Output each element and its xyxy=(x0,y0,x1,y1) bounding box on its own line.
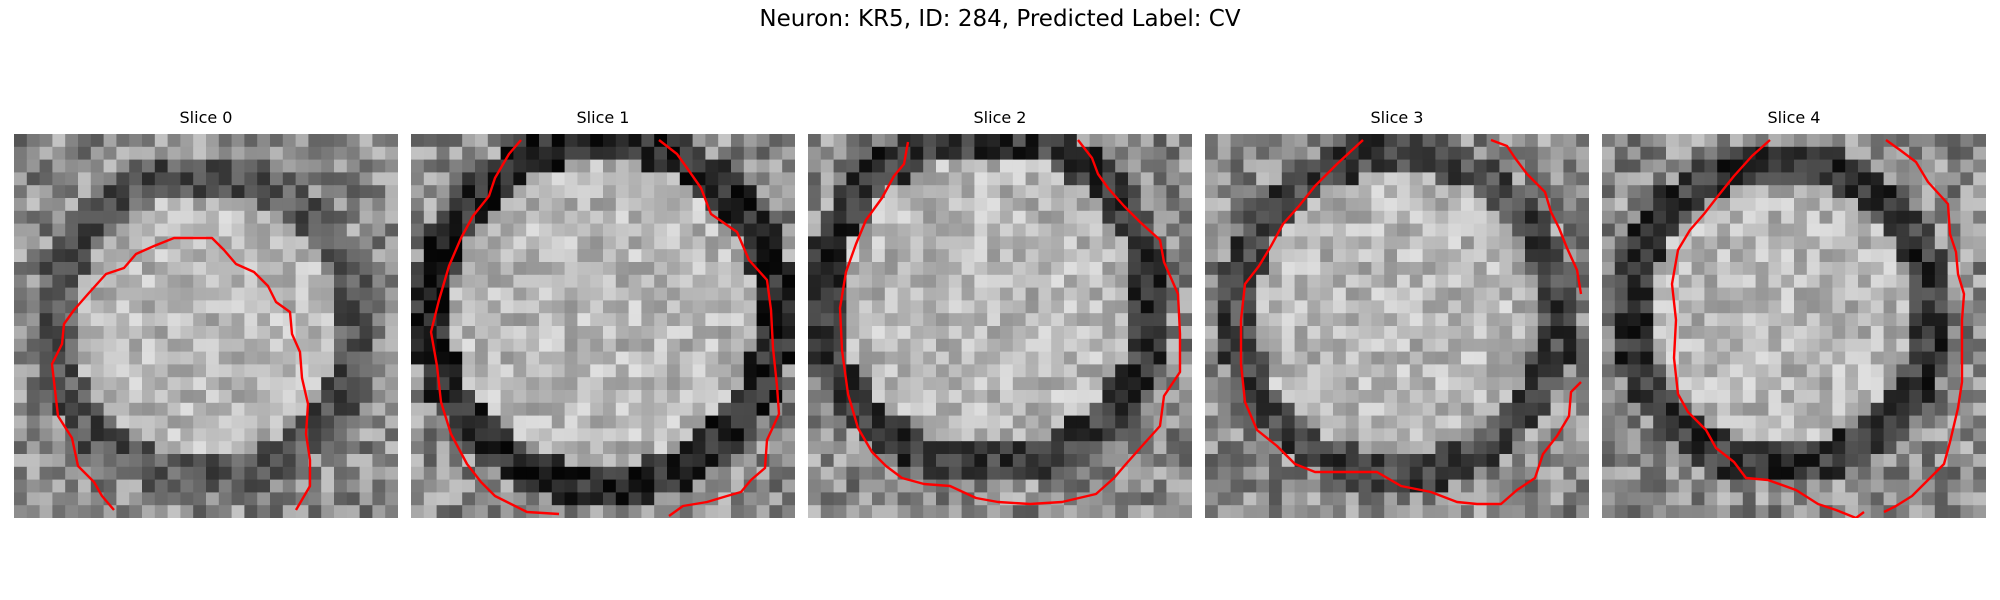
roi-contour xyxy=(1670,139,1865,518)
slice-title: Slice 2 xyxy=(973,108,1027,127)
roi-contour xyxy=(1239,139,1582,506)
slice-image xyxy=(1602,134,1986,518)
slice-image xyxy=(411,134,795,518)
roi-contour xyxy=(50,236,312,511)
microscopy-image xyxy=(1205,134,1589,518)
slice-title: Slice 1 xyxy=(576,108,630,127)
microscopy-image xyxy=(14,134,398,518)
microscopy-image xyxy=(411,134,795,518)
roi-contour xyxy=(1883,139,1966,514)
roi-contour xyxy=(658,139,781,517)
microscopy-image xyxy=(808,134,1192,518)
slice-image xyxy=(808,134,1192,518)
roi-contour xyxy=(429,139,560,516)
roi-contour xyxy=(1490,138,1583,295)
slice-title: Slice 4 xyxy=(1767,108,1821,127)
figure-title: Neuron: KR5, ID: 284, Predicted Label: C… xyxy=(759,6,1241,32)
slice-title: Slice 3 xyxy=(1370,108,1424,127)
slice-image xyxy=(14,134,398,518)
microscopy-image xyxy=(1602,134,1986,518)
roi-contour xyxy=(838,139,1182,506)
slice-title: Slice 0 xyxy=(179,108,233,127)
slice-image xyxy=(1205,134,1589,518)
